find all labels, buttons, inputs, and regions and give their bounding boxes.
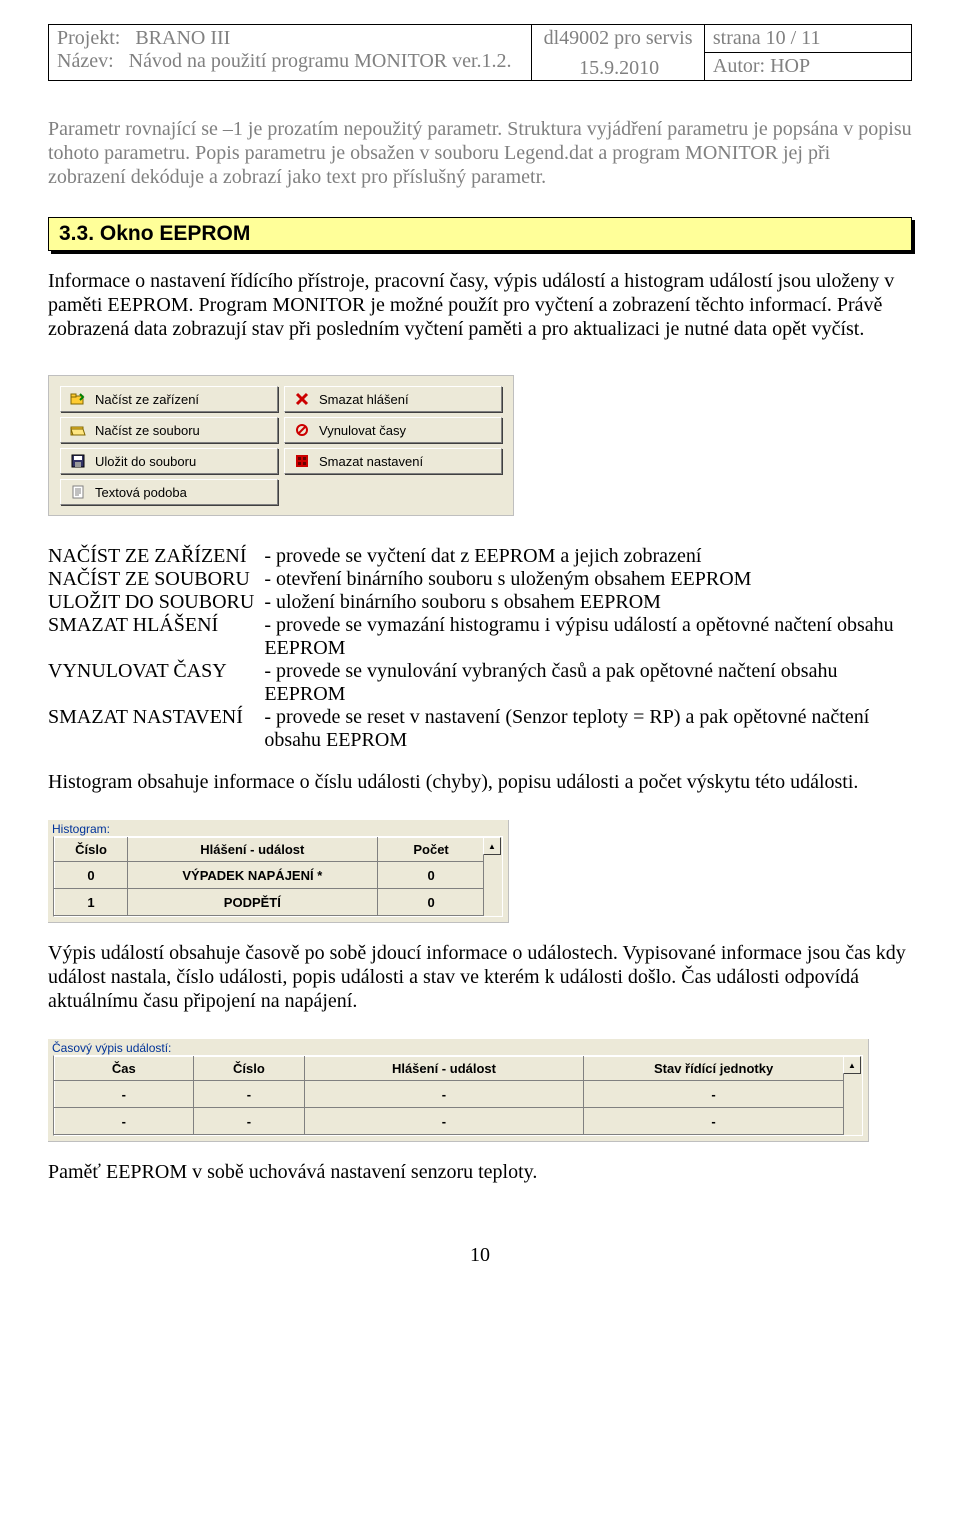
- clear-messages-button[interactable]: Smazat hlášení: [284, 386, 502, 412]
- events-panel: Časový výpis událostí: ČasČísloHlášení -…: [48, 1039, 869, 1142]
- clear-settings-button[interactable]: Smazat nastavení: [284, 448, 502, 474]
- grid-cell: -: [305, 1108, 584, 1135]
- page-number: 10: [48, 1244, 912, 1267]
- section-heading: 3.3. Okno EEPROM: [48, 217, 912, 251]
- definition-desc: - provede se vynulování vybraných časů a…: [264, 660, 912, 706]
- definition-term: NAČÍST ZE ZAŘÍZENÍ: [48, 545, 264, 568]
- final-paragraph: Paměť EEPROM v sobě uchovává nastavení s…: [48, 1160, 912, 1184]
- name-value: Návod na použití programu MONITOR ver.1.…: [129, 50, 512, 72]
- definition-desc: - provede se vymazání histogramu i výpis…: [264, 614, 912, 660]
- doc-code: dl49002 pro servis: [544, 27, 693, 49]
- histogram-grid: ČísloHlášení - událostPočet0VÝPADEK NAPÁ…: [54, 837, 502, 916]
- load-from-device-button[interactable]: Načíst ze zařízení: [60, 386, 278, 412]
- definition-term: NAČÍST ZE SOUBORU: [48, 568, 264, 591]
- red-x-icon: [293, 391, 311, 407]
- grid-cell: PODPĚTÍ: [128, 889, 378, 916]
- project-value: BRANO III: [135, 27, 230, 49]
- save-to-file-label: Uložit do souboru: [95, 454, 196, 469]
- definition-term: ULOŽIT DO SOUBORU: [48, 591, 264, 614]
- histogram-paragraph: Histogram obsahuje informace o číslu udá…: [48, 770, 912, 794]
- grid-cell: 0: [377, 862, 485, 889]
- section-paragraph: Informace o nastavení řídícího přístroje…: [48, 269, 912, 341]
- clear-messages-label: Smazat hlášení: [319, 392, 409, 407]
- hdr-project-cell: Projekt: BRANO III Název: Návod na použi…: [49, 25, 532, 81]
- definitions-list: NAČÍST ZE ZAŘÍZENÍ- provede se vyčtení d…: [48, 545, 912, 752]
- intro-paragraph: Parametr rovnající se –1 je prozatím nep…: [48, 117, 912, 189]
- grid-row: 1PODPĚTÍ0: [55, 889, 502, 916]
- text-view-button[interactable]: Textová podoba: [60, 479, 278, 505]
- definition-desc: - provede se vyčtení dat z EEPROM a jeji…: [264, 545, 912, 568]
- document-header-table: Projekt: BRANO III Název: Návod na použi…: [48, 24, 912, 81]
- hdr-page-cell: strana 10 / 11: [704, 25, 911, 53]
- load-from-device-label: Načíst ze zařízení: [95, 392, 199, 407]
- text-view-label: Textová podoba: [95, 485, 187, 500]
- grid-header: Čas: [55, 1057, 194, 1081]
- definition-desc: - uložení binárního souboru s obsahem EE…: [264, 591, 912, 614]
- scroll-up-button[interactable]: ▲: [483, 837, 501, 855]
- definition-row: NAČÍST ZE SOUBORU- otevření binárního so…: [48, 568, 912, 591]
- null-icon: [293, 422, 311, 438]
- open-file-icon: [69, 422, 87, 438]
- grid-cell: -: [193, 1081, 305, 1108]
- scroll-up-button[interactable]: ▲: [843, 1056, 861, 1074]
- grid-cell: -: [583, 1081, 844, 1108]
- definition-desc: - provede se reset v nastavení (Senzor t…: [264, 706, 912, 752]
- grid-cell: 0: [377, 889, 485, 916]
- definition-term: SMAZAT NASTAVENÍ: [48, 706, 264, 752]
- grid-header: Stav řídící jednotky: [583, 1057, 844, 1081]
- load-from-file-label: Načíst ze souboru: [95, 423, 200, 438]
- button-panel: Načíst ze zařízení Smazat hlášení Načíst…: [48, 375, 514, 516]
- reset-times-label: Vynulovat časy: [319, 423, 406, 438]
- grid-row: ----: [55, 1081, 862, 1108]
- events-grid: ČasČísloHlášení - událostStav řídící jed…: [54, 1056, 862, 1135]
- definition-term: SMAZAT HLÁŠENÍ: [48, 614, 264, 660]
- definition-row: NAČÍST ZE ZAŘÍZENÍ- provede se vyčtení d…: [48, 545, 912, 568]
- grid-header: Číslo: [55, 838, 128, 862]
- page-info: strana 10 / 11: [713, 27, 821, 49]
- clear-settings-label: Smazat nastavení: [319, 454, 423, 469]
- doc-date: 15.9.2010: [537, 57, 701, 80]
- author-value: HOP: [770, 55, 810, 77]
- definition-row: SMAZAT NASTAVENÍ- provede se reset v nas…: [48, 706, 912, 752]
- clear-settings-icon: [293, 453, 311, 469]
- grid-cell: -: [305, 1081, 584, 1108]
- grid-header: Hlášení - událost: [128, 838, 378, 862]
- definition-desc: - otevření binárního souboru s uloženým …: [264, 568, 912, 591]
- histogram-panel: Histogram: ČísloHlášení - událostPočet0V…: [48, 820, 509, 923]
- grid-cell: -: [55, 1108, 194, 1135]
- folder-out-icon: [69, 391, 87, 407]
- grid-cell: 0: [55, 862, 128, 889]
- grid-header: Počet: [377, 838, 485, 862]
- grid-cell: -: [193, 1108, 305, 1135]
- definition-row: ULOŽIT DO SOUBORU- uložení binárního sou…: [48, 591, 912, 614]
- grid-cell: VÝPADEK NAPÁJENÍ *: [128, 862, 378, 889]
- reset-times-button[interactable]: Vynulovat časy: [284, 417, 502, 443]
- name-label: Název:: [57, 50, 114, 72]
- events-group-label: Časový výpis událostí:: [48, 1039, 868, 1055]
- grid-cell: 1: [55, 889, 128, 916]
- grid-row: 0VÝPADEK NAPÁJENÍ *0: [55, 862, 502, 889]
- author-label: Autor:: [713, 55, 765, 77]
- grid-cell: -: [583, 1108, 844, 1135]
- definition-row: SMAZAT HLÁŠENÍ- provede se vymazání hist…: [48, 614, 912, 660]
- text-page-icon: [69, 484, 87, 500]
- histogram-group-label: Histogram:: [48, 820, 508, 836]
- definition-term: VYNULOVAT ČASY: [48, 660, 264, 706]
- save-to-file-button[interactable]: Uložit do souboru: [60, 448, 278, 474]
- grid-header: Hlášení - událost: [305, 1057, 584, 1081]
- definition-row: VYNULOVAT ČASY- provede se vynulování vy…: [48, 660, 912, 706]
- grid-header: Číslo: [193, 1057, 305, 1081]
- project-label: Projekt:: [57, 27, 120, 49]
- grid-cell: -: [55, 1081, 194, 1108]
- floppy-icon: [69, 453, 87, 469]
- grid-row: ----: [55, 1108, 862, 1135]
- events-paragraph: Výpis událostí obsahuje časově po sobě j…: [48, 941, 912, 1013]
- load-from-file-button[interactable]: Načíst ze souboru: [60, 417, 278, 443]
- hdr-author-cell: Autor: HOP: [704, 53, 911, 81]
